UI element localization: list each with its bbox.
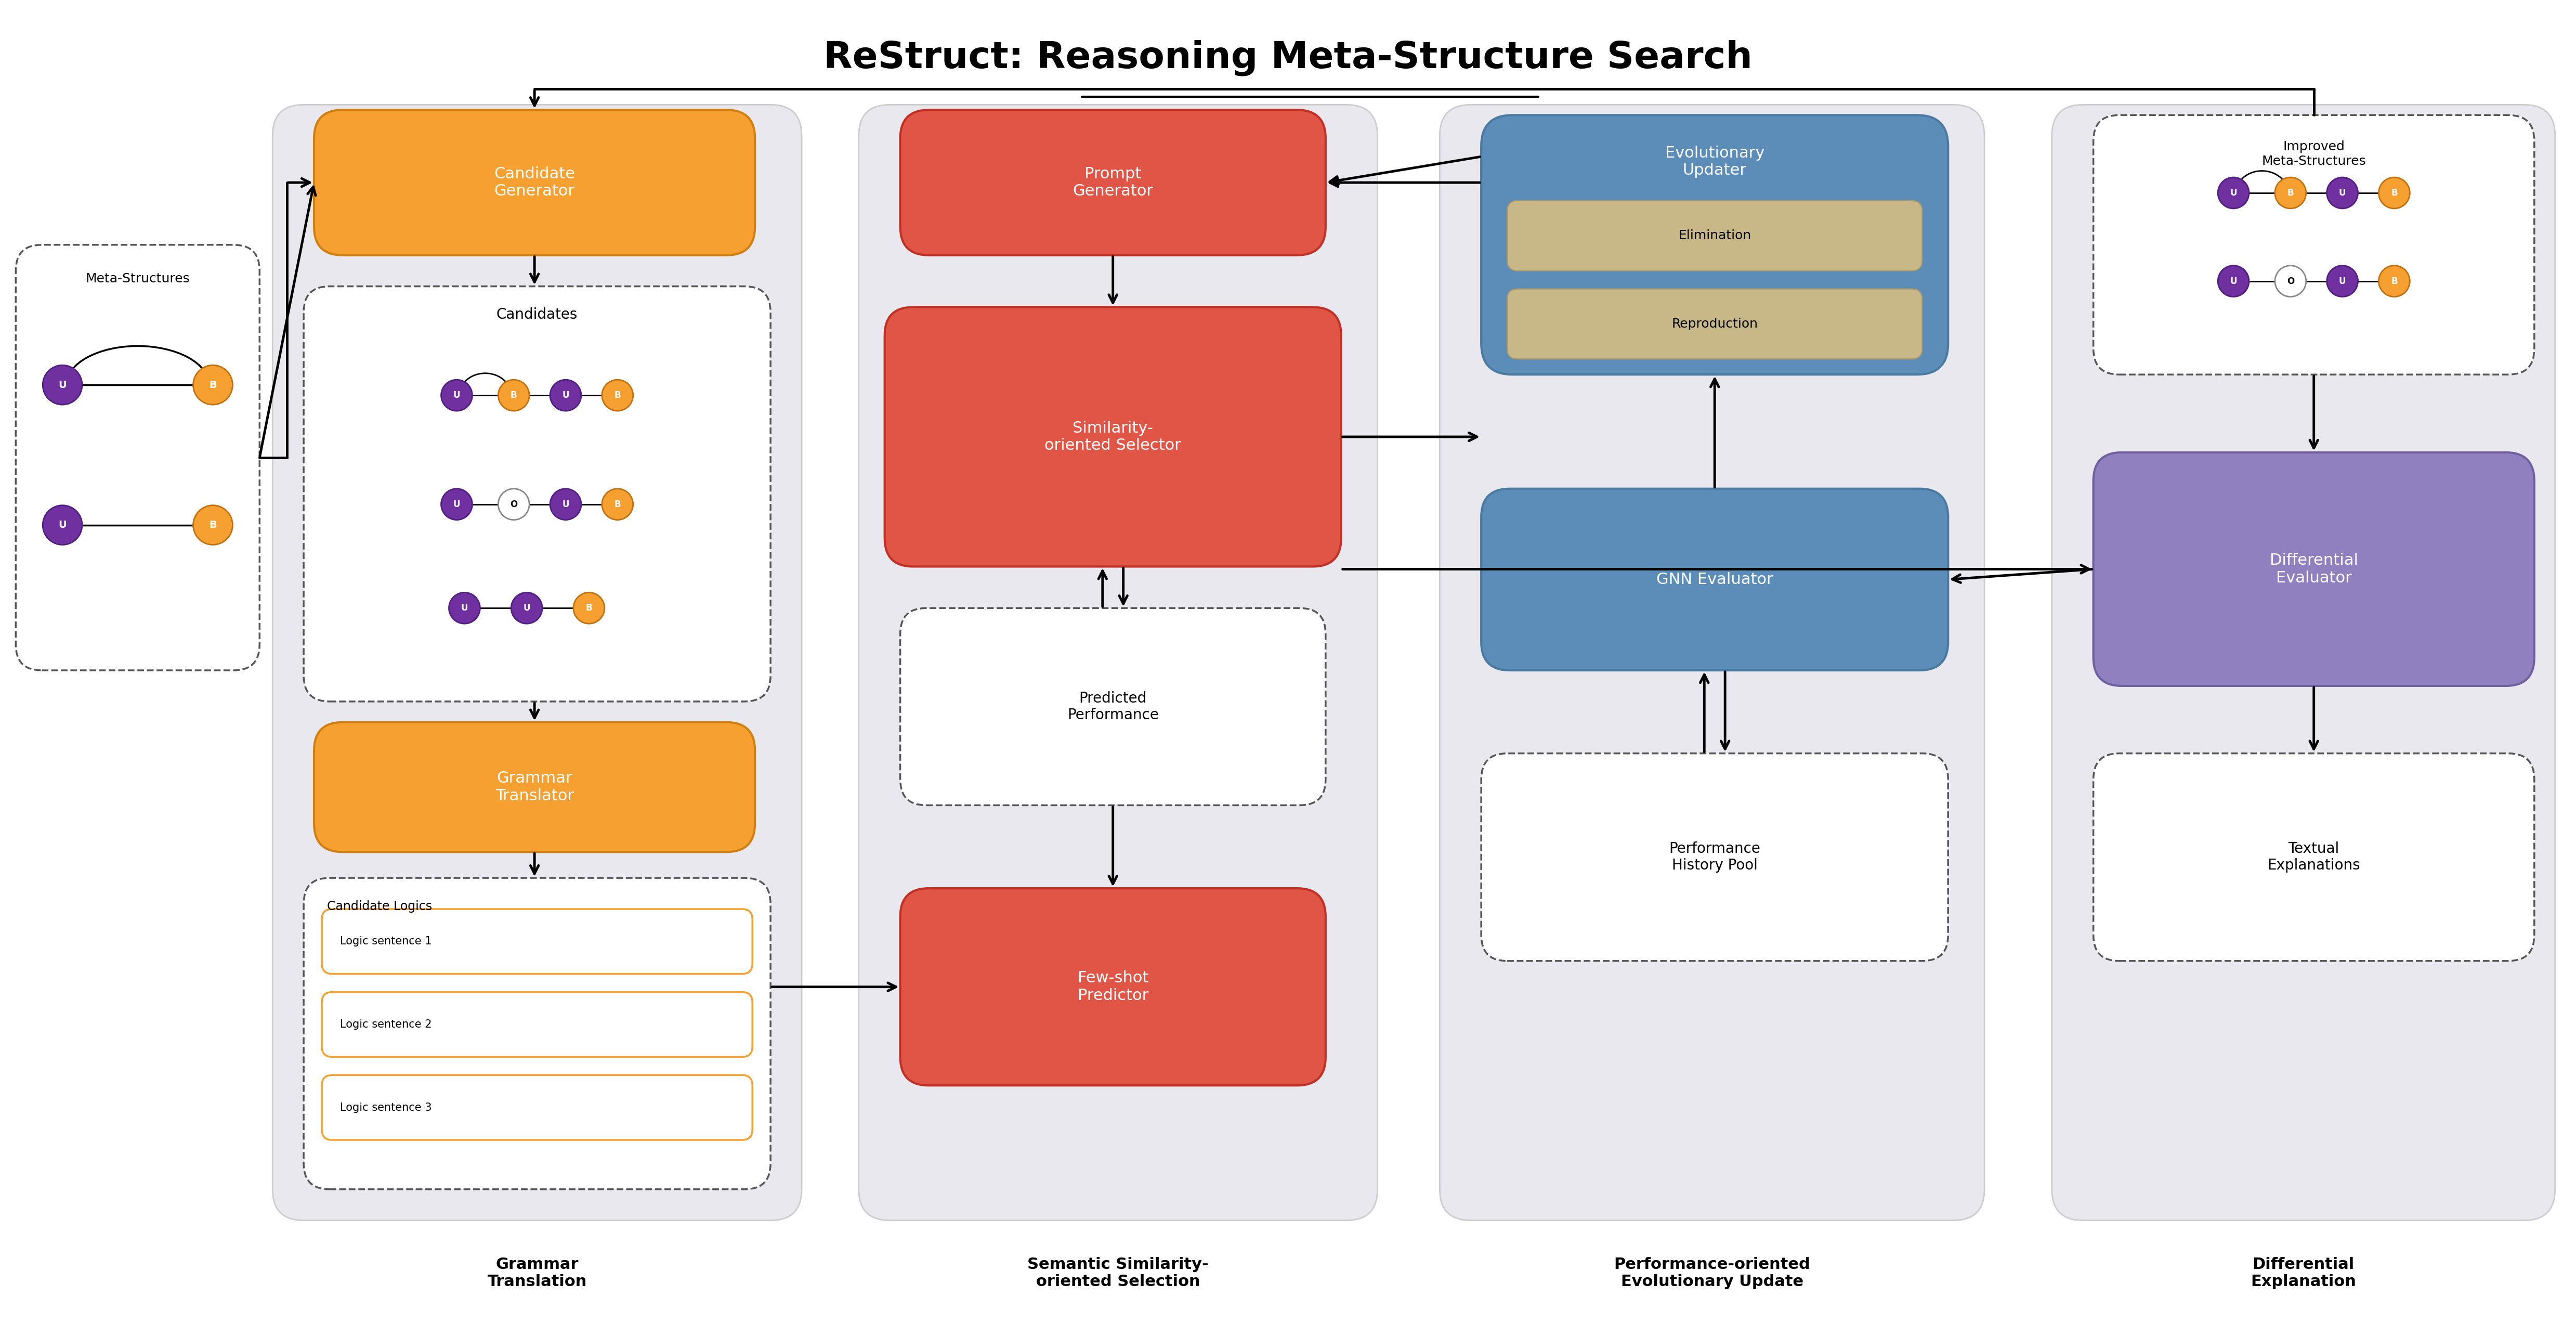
Circle shape	[510, 592, 544, 624]
FancyBboxPatch shape	[899, 608, 1327, 806]
FancyBboxPatch shape	[2094, 453, 2535, 685]
Text: U: U	[2231, 277, 2236, 286]
Text: Performance-oriented
Evolutionary Update: Performance-oriented Evolutionary Update	[1615, 1257, 1811, 1289]
Text: GNN Evaluator: GNN Evaluator	[1656, 572, 1772, 587]
FancyBboxPatch shape	[858, 104, 1378, 1220]
FancyBboxPatch shape	[314, 110, 755, 255]
FancyBboxPatch shape	[322, 1075, 752, 1140]
Text: Semantic Similarity-
oriented Selection: Semantic Similarity- oriented Selection	[1028, 1257, 1208, 1289]
Text: O: O	[2287, 277, 2295, 286]
Text: Evolutionary
Updater: Evolutionary Updater	[1664, 146, 1765, 178]
Text: B: B	[613, 390, 621, 399]
Circle shape	[497, 489, 528, 520]
Text: Improved
Meta-Structures: Improved Meta-Structures	[2262, 140, 2365, 167]
Text: Textual
Explanations: Textual Explanations	[2267, 842, 2360, 872]
Text: B: B	[209, 379, 216, 390]
Circle shape	[551, 489, 582, 520]
Text: B: B	[510, 390, 518, 399]
Circle shape	[2326, 178, 2357, 208]
FancyBboxPatch shape	[2094, 754, 2535, 961]
FancyBboxPatch shape	[15, 244, 260, 671]
Text: Few-shot
Predictor: Few-shot Predictor	[1077, 970, 1149, 1003]
Circle shape	[2378, 178, 2409, 208]
Text: Candidate
Generator: Candidate Generator	[495, 166, 574, 199]
FancyBboxPatch shape	[2094, 115, 2535, 374]
FancyBboxPatch shape	[884, 307, 1342, 566]
Text: U: U	[2339, 188, 2347, 198]
Text: B: B	[2391, 188, 2398, 198]
Circle shape	[603, 489, 634, 520]
Text: Candidates: Candidates	[497, 307, 577, 322]
Text: Logic sentence 2: Logic sentence 2	[340, 1019, 433, 1030]
Text: Grammar
Translator: Grammar Translator	[495, 771, 574, 803]
Text: B: B	[2287, 188, 2293, 198]
Circle shape	[2275, 266, 2306, 297]
Text: Candidate Logics: Candidate Logics	[327, 900, 433, 912]
Text: Prompt
Generator: Prompt Generator	[1072, 166, 1154, 199]
FancyBboxPatch shape	[304, 286, 770, 701]
FancyBboxPatch shape	[899, 110, 1327, 255]
Text: Meta-Structures: Meta-Structures	[85, 273, 191, 285]
Circle shape	[44, 365, 82, 405]
Circle shape	[440, 379, 471, 411]
Text: Reproduction: Reproduction	[1672, 318, 1757, 330]
Text: U: U	[562, 390, 569, 399]
FancyBboxPatch shape	[1481, 489, 1947, 671]
Circle shape	[2378, 266, 2409, 297]
FancyBboxPatch shape	[899, 888, 1327, 1085]
Circle shape	[193, 505, 232, 545]
Circle shape	[551, 379, 582, 411]
Text: B: B	[585, 604, 592, 613]
Text: B: B	[613, 500, 621, 509]
Circle shape	[44, 505, 82, 545]
Circle shape	[2218, 266, 2249, 297]
Text: Differential
Explanation: Differential Explanation	[2251, 1257, 2357, 1289]
Circle shape	[574, 592, 605, 624]
Text: B: B	[209, 520, 216, 530]
FancyBboxPatch shape	[322, 993, 752, 1057]
FancyBboxPatch shape	[1481, 115, 1947, 374]
Text: O: O	[510, 500, 518, 509]
FancyBboxPatch shape	[1507, 200, 1922, 271]
Text: Logic sentence 1: Logic sentence 1	[340, 937, 433, 947]
Text: ReStruct: Reasoning Meta-Structure Search: ReStruct: Reasoning Meta-Structure Searc…	[824, 40, 1752, 76]
Text: U: U	[453, 500, 461, 509]
Text: U: U	[461, 604, 469, 613]
Circle shape	[603, 379, 634, 411]
Circle shape	[2275, 178, 2306, 208]
FancyBboxPatch shape	[1440, 104, 1984, 1220]
FancyBboxPatch shape	[2053, 104, 2555, 1220]
Text: Logic sentence 3: Logic sentence 3	[340, 1102, 433, 1113]
Text: Predicted
Performance: Predicted Performance	[1066, 691, 1159, 723]
Text: B: B	[2391, 277, 2398, 286]
FancyBboxPatch shape	[322, 908, 752, 974]
Text: Elimination: Elimination	[1677, 230, 1752, 242]
Text: Differential
Evaluator: Differential Evaluator	[2269, 553, 2357, 585]
Text: Grammar
Translation: Grammar Translation	[487, 1257, 587, 1289]
FancyBboxPatch shape	[314, 723, 755, 852]
FancyBboxPatch shape	[1481, 754, 1947, 961]
Circle shape	[448, 592, 479, 624]
Circle shape	[440, 489, 471, 520]
Circle shape	[497, 379, 528, 411]
Text: Similarity-
oriented Selector: Similarity- oriented Selector	[1046, 421, 1182, 453]
Circle shape	[193, 365, 232, 405]
Circle shape	[2326, 266, 2357, 297]
FancyBboxPatch shape	[1507, 289, 1922, 359]
FancyBboxPatch shape	[304, 878, 770, 1189]
Text: U: U	[453, 390, 461, 399]
Text: U: U	[59, 520, 67, 530]
Text: U: U	[523, 604, 531, 613]
Text: U: U	[2231, 188, 2236, 198]
Text: U: U	[59, 379, 67, 390]
Text: Performance
History Pool: Performance History Pool	[1669, 842, 1759, 872]
Circle shape	[2218, 178, 2249, 208]
Text: U: U	[2339, 277, 2347, 286]
Text: U: U	[562, 500, 569, 509]
FancyBboxPatch shape	[273, 104, 801, 1220]
